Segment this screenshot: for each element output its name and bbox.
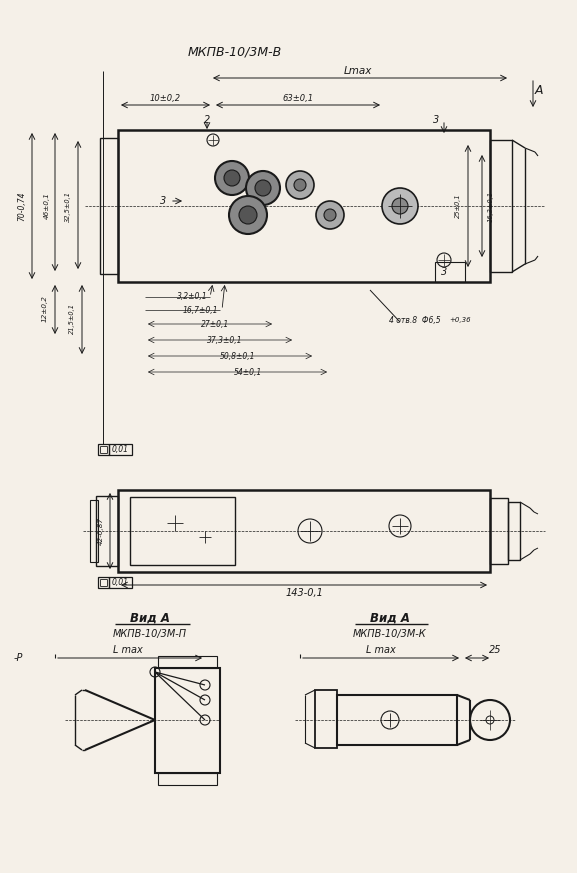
Text: 0,01: 0,01	[111, 578, 129, 587]
Text: 25: 25	[489, 645, 501, 655]
Bar	[158, 656, 217, 668]
Text: Lmax: Lmax	[344, 66, 372, 76]
Text: МКПВ-10/3М-В: МКПВ-10/3М-В	[188, 45, 282, 58]
Text: А: А	[535, 84, 544, 97]
Text: 16,7±0,1: 16,7±0,1	[182, 306, 218, 314]
Text: Вид А: Вид А	[370, 611, 410, 624]
Bar	[100, 138, 118, 274]
Text: 32,5±0,1: 32,5±0,1	[65, 190, 71, 222]
Bar	[490, 140, 512, 272]
Text: МКПВ-10/3М-К: МКПВ-10/3М-К	[353, 629, 427, 639]
Text: 4 отв.8  Ф6,5: 4 отв.8 Ф6,5	[389, 315, 441, 325]
Bar	[96, 496, 118, 566]
Text: L max: L max	[113, 645, 143, 655]
Text: 3: 3	[433, 115, 439, 125]
Circle shape	[392, 198, 408, 214]
Circle shape	[324, 209, 336, 221]
Text: 42-0,87: 42-0,87	[98, 517, 104, 545]
Bar	[98, 577, 109, 588]
Text: 27±0,1: 27±0,1	[201, 320, 229, 328]
Bar	[158, 773, 217, 785]
Circle shape	[224, 170, 240, 186]
Text: 3: 3	[441, 267, 447, 277]
Circle shape	[382, 188, 418, 224]
Text: 3: 3	[160, 196, 166, 206]
Bar	[98, 444, 109, 455]
Circle shape	[255, 180, 271, 196]
Text: 63±0,1: 63±0,1	[282, 93, 313, 102]
Text: 70-0,74: 70-0,74	[17, 191, 27, 221]
Text: +0,36: +0,36	[449, 317, 471, 323]
Text: L max: L max	[366, 645, 396, 655]
Text: 50,8±0,1: 50,8±0,1	[220, 352, 256, 361]
Text: 10±0,2: 10±0,2	[149, 93, 181, 102]
Text: 2: 2	[204, 115, 210, 125]
Bar	[315, 690, 337, 748]
Text: 0,01: 0,01	[111, 445, 129, 454]
Text: -Р: -Р	[13, 653, 23, 663]
Text: 21,5±0,1: 21,5±0,1	[69, 304, 75, 334]
Bar	[109, 444, 132, 455]
Text: МКПВ-10/3М-П: МКПВ-10/3М-П	[113, 629, 187, 639]
Text: 143-0,1: 143-0,1	[285, 588, 323, 598]
Text: 54±0,1: 54±0,1	[234, 368, 262, 376]
Circle shape	[286, 171, 314, 199]
Bar	[118, 490, 490, 572]
Bar	[90, 500, 98, 562]
Bar	[508, 502, 520, 560]
Circle shape	[229, 196, 267, 234]
Text: 37,3±0,1: 37,3±0,1	[207, 335, 243, 345]
Bar	[130, 497, 235, 565]
Circle shape	[239, 206, 257, 224]
Bar	[118, 130, 490, 282]
Bar	[337, 695, 457, 745]
Text: 12±0,2: 12±0,2	[42, 296, 48, 322]
Circle shape	[294, 179, 306, 191]
Text: 25±0,1: 25±0,1	[455, 194, 461, 218]
Bar	[490, 498, 508, 564]
Circle shape	[215, 161, 249, 195]
Bar	[435, 262, 465, 282]
Circle shape	[246, 171, 280, 205]
Circle shape	[316, 201, 344, 229]
Text: 16,3±0,1: 16,3±0,1	[488, 190, 494, 222]
Bar	[155, 668, 220, 773]
Text: 3,2±0,1: 3,2±0,1	[177, 292, 207, 301]
Text: Вид А: Вид А	[130, 611, 170, 624]
Bar	[109, 577, 132, 588]
Text: 46±0,1: 46±0,1	[44, 193, 50, 219]
